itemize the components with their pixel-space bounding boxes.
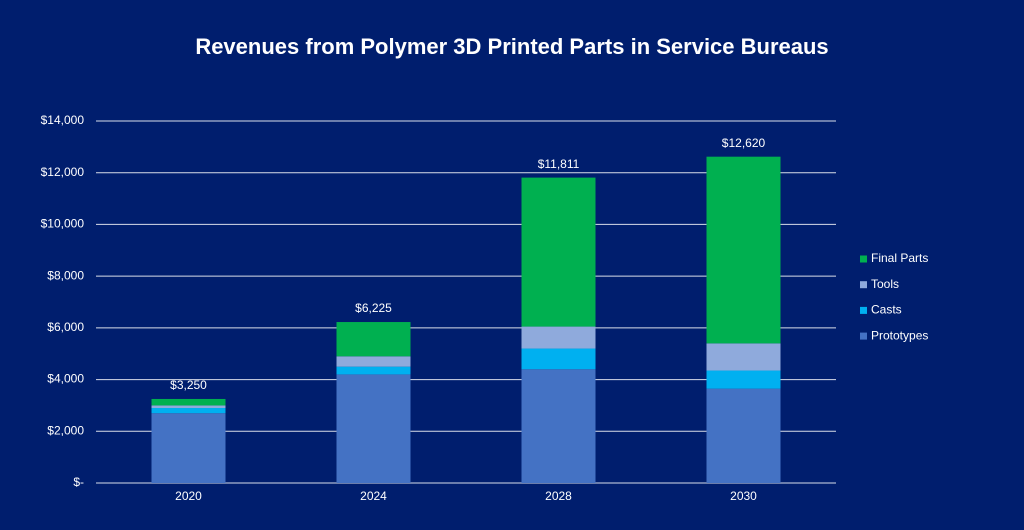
bar-segment	[706, 370, 781, 389]
x-tick-label: 2028	[545, 489, 572, 503]
x-tick-label: 2020	[175, 489, 202, 503]
bar-segment	[336, 366, 411, 375]
legend-label: Prototypes	[871, 328, 928, 342]
y-tick-label: $4,000	[47, 372, 84, 386]
x-tick-label: 2024	[360, 489, 387, 503]
y-tick-label: $-	[73, 475, 84, 489]
bar-segment	[151, 398, 226, 406]
x-tick-label: 2030	[730, 489, 757, 503]
y-tick-label: $12,000	[41, 165, 85, 179]
bar-segment	[521, 348, 596, 370]
bar-segment	[706, 156, 781, 344]
legend-swatch	[860, 332, 867, 340]
legend-label: Final Parts	[871, 251, 928, 265]
bar-segment	[521, 177, 596, 327]
legend-label: Tools	[871, 277, 899, 291]
legend-swatch	[860, 306, 867, 314]
bar-segment	[151, 408, 226, 414]
total-label: $11,811	[538, 157, 580, 171]
y-tick-label: $8,000	[47, 268, 84, 282]
bar-segment	[151, 413, 226, 483]
total-label: $3,250	[170, 378, 207, 392]
bar-segment	[336, 374, 411, 483]
bar-segment	[521, 369, 596, 483]
legend-swatch	[860, 255, 867, 263]
bar-segment	[336, 322, 411, 357]
y-tick-label: $10,000	[41, 217, 85, 231]
total-label: $12,620	[722, 136, 766, 150]
legend-swatch	[860, 281, 867, 289]
bar-segment	[706, 388, 781, 483]
y-tick-label: $6,000	[47, 320, 84, 334]
y-tick-label: $14,000	[41, 113, 85, 127]
chart-title: Revenues from Polymer 3D Printed Parts i…	[195, 34, 828, 59]
legend-label: Casts	[871, 303, 902, 317]
bar-segment	[521, 326, 596, 349]
total-label: $6,225	[355, 301, 392, 315]
bar-segment	[151, 405, 226, 409]
bar-segment	[336, 356, 411, 367]
y-tick-label: $2,000	[47, 423, 84, 437]
bar-segment	[706, 343, 781, 371]
